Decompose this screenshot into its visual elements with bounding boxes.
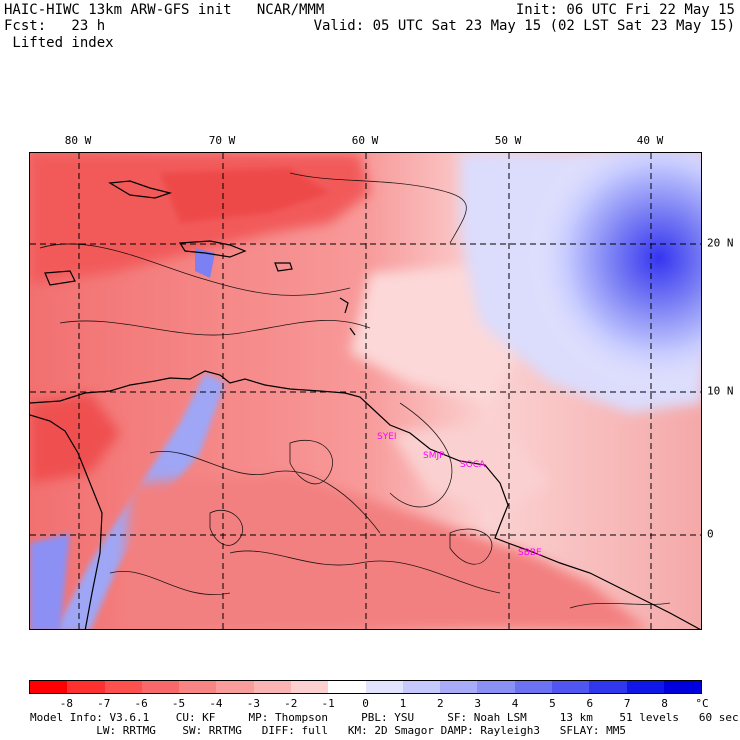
colorbar-swatch [589, 681, 627, 693]
colorbar-tick-label: 3 [474, 697, 481, 710]
colorbar-tick-label: 6 [586, 697, 594, 710]
init-time: Init: 06 UTC Fri 22 May 15 [515, 2, 735, 18]
colorbar-swatch [440, 681, 478, 693]
colorbar-swatch [328, 681, 366, 693]
colorbar-tick-label: -3 [246, 697, 260, 710]
lon-label-60w: 60 W [351, 134, 379, 147]
colorbar-tick-label: 0 [362, 697, 369, 710]
warm-region-panama [30, 393, 120, 483]
station-label-soca: SOCA [460, 460, 486, 470]
colorbar-tick-label: -4 [209, 697, 223, 710]
lat-label-0: 0 [707, 527, 714, 541]
colorbar-tick-label: 5 [549, 697, 556, 710]
colorbar-swatch [253, 681, 291, 693]
station-label-syei: SYEI [377, 432, 397, 442]
cool-region-atlantic [410, 153, 701, 453]
colorbar-swatch [626, 681, 664, 693]
colorbar-tick-label: -1 [321, 697, 335, 710]
cool-spot-hispaniola [195, 248, 215, 278]
colorbar-swatch [30, 681, 68, 693]
station-label-sbbe: SBBE [518, 548, 542, 558]
valid-time: Valid: 05 UTC Sat 23 May 15 (02 LST Sat … [313, 18, 735, 34]
colorbar-tick-label: -6 [134, 697, 148, 710]
colorbar-swatch [67, 681, 105, 693]
warm-core-caribbean [160, 168, 330, 223]
colorbar-tick-label: -2 [284, 697, 298, 710]
lon-label-50w: 50 W [494, 134, 522, 147]
colorbar-swatch [402, 681, 441, 693]
colorbar-tick-label: 4 [511, 697, 519, 710]
coastlines [30, 180, 701, 629]
colorbar-tick-label: -8 [59, 697, 73, 710]
colorbar-swatch [104, 681, 142, 693]
cool-region-pacific [30, 533, 70, 629]
model-title: HAIC-HIWC 13km ARW-GFS init NCAR/MMM [4, 2, 325, 18]
warm-region-amazon [120, 473, 648, 629]
lon-label-80w: 80 W [64, 134, 92, 147]
station-label-smjp: SMJP [423, 451, 445, 461]
colorbar-swatch [216, 681, 254, 693]
lat-label-20n: 20 N [707, 236, 734, 250]
map-canvas [30, 153, 701, 629]
colorbar-tick-label: 2 [436, 697, 444, 710]
lon-label-40w: 40 W [636, 134, 664, 147]
forecast-hour: Fcst: 23 h [4, 18, 106, 34]
colorbar-swatch [141, 681, 180, 693]
field-name: Lifted index [4, 35, 114, 51]
colorbar-swatch [663, 681, 702, 693]
colorbar-swatch [551, 681, 590, 693]
colorbar-swatch [179, 681, 217, 693]
colorbar-unit: °C [695, 697, 709, 710]
graticule [30, 153, 701, 629]
colorbar [29, 680, 702, 694]
lat-label-10n: 10 N [707, 384, 734, 398]
contour-lines [39, 172, 671, 609]
colorbar-tick-label: 1 [399, 697, 407, 710]
colorbar-tick-label: 7 [623, 697, 631, 710]
model-info-line2: LW: RRTMG SW: RRTMG DIFF: full KM: 2D Sm… [30, 724, 627, 737]
colorbar-tick-label: -7 [97, 697, 111, 710]
model-info-line1: Model Info: V3.6.1 CU: KF MP: Thompson P… [30, 711, 739, 724]
colorbar-swatch [290, 681, 329, 693]
lifted-index-map: SYEI SMJP SOCA SBBE [29, 152, 702, 630]
colorbar-swatch [514, 681, 552, 693]
colorbar-tick-label: -5 [171, 697, 186, 710]
lon-label-70w: 70 W [208, 134, 236, 147]
colorbar-swatch [477, 681, 515, 693]
colorbar-swatch [365, 681, 403, 693]
colorbar-tick-label: 8 [661, 697, 668, 710]
